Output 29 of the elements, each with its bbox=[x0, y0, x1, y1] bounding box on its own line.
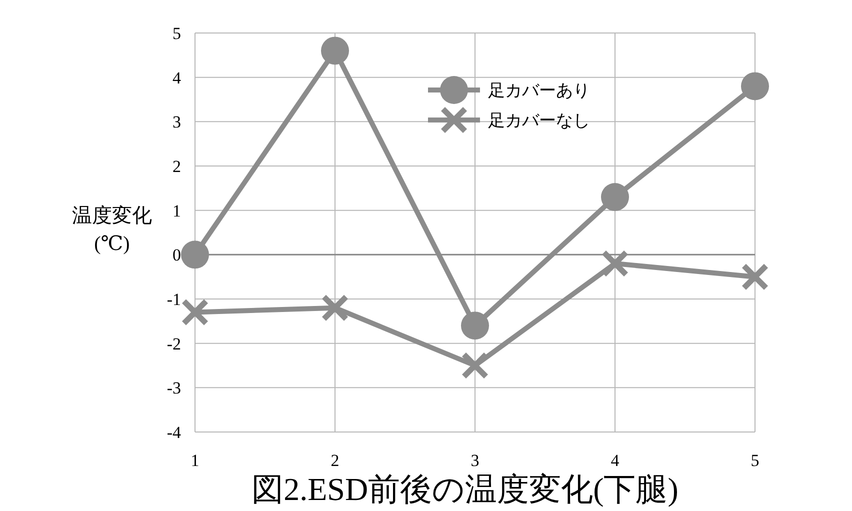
legend-label: 足カバーあり bbox=[488, 81, 590, 100]
x-tick-label: 2 bbox=[330, 451, 340, 470]
point bbox=[321, 36, 349, 65]
point bbox=[181, 240, 209, 269]
text: 図2.ESD前後の温度変化(下腿) bbox=[252, 471, 678, 507]
y-tick-label: -1 bbox=[166, 290, 181, 309]
point bbox=[742, 264, 768, 290]
y-tick-label: 5 bbox=[172, 24, 181, 43]
x-tick-label: 5 bbox=[750, 451, 760, 470]
y-axis-title: 温度変化 (℃) bbox=[72, 204, 152, 255]
y-tick-label: 1 bbox=[172, 201, 181, 220]
point bbox=[322, 294, 348, 321]
y-tick-label: 0 bbox=[172, 246, 181, 265]
y-tick-label: 2 bbox=[172, 157, 181, 176]
legend-label: 足カバーなし bbox=[488, 111, 590, 130]
y-tick-label: -3 bbox=[166, 378, 181, 398]
y-tick-label: -2 bbox=[166, 334, 181, 354]
y-tick-label: 4 bbox=[172, 68, 182, 88]
x-tick-label: 4 bbox=[610, 451, 620, 470]
point bbox=[462, 352, 488, 378]
point bbox=[602, 250, 628, 277]
point bbox=[182, 299, 208, 326]
point bbox=[741, 72, 769, 100]
point bbox=[601, 183, 629, 212]
y-tick-label: -4 bbox=[166, 423, 182, 442]
point bbox=[461, 312, 489, 340]
x-tick-label: 1 bbox=[190, 451, 200, 470]
y-tick-label: 3 bbox=[172, 112, 181, 132]
x-tick-label: 3 bbox=[470, 451, 480, 470]
